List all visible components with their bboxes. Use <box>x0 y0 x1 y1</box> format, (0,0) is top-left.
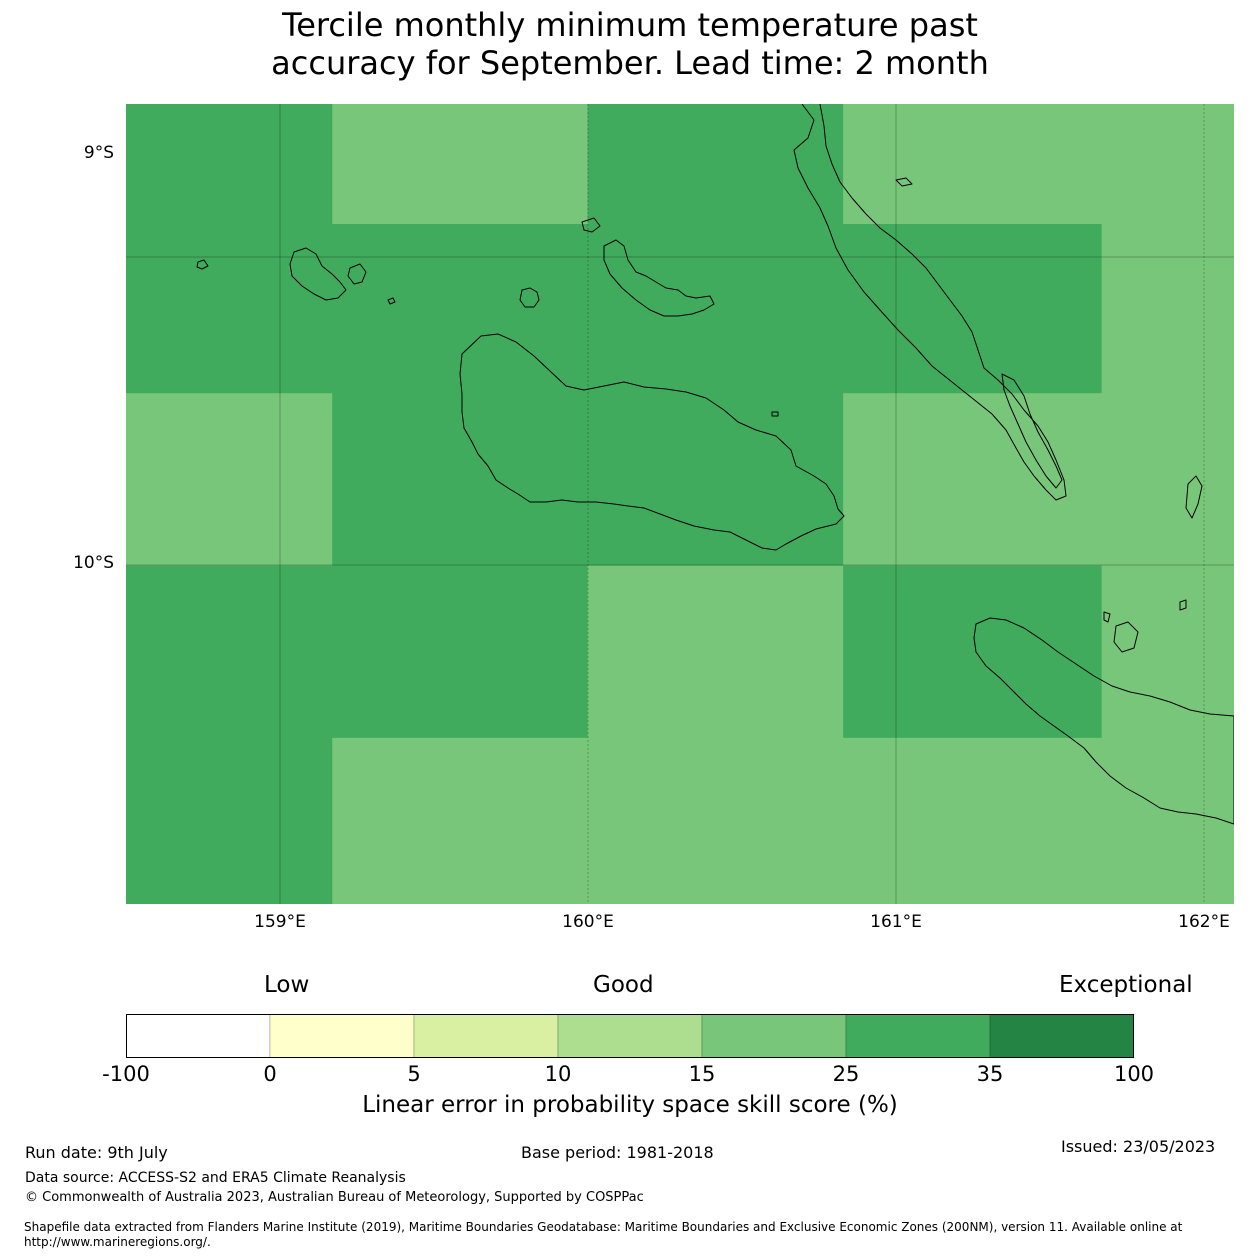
map-svg <box>126 104 1234 904</box>
skill-cell <box>843 224 1103 394</box>
skill-cell <box>587 104 844 225</box>
lat-label-9s: 9°S <box>83 143 114 163</box>
skill-cell <box>126 104 333 225</box>
island-nggela-2 <box>581 217 601 233</box>
skill-cell <box>587 393 844 567</box>
island-small-3 <box>771 411 779 417</box>
island-russell-2 <box>347 263 367 285</box>
island-savo <box>519 287 540 308</box>
map-title: Tercile monthly minimum temperature past… <box>0 6 1260 82</box>
colorbar-segment <box>845 1014 991 1058</box>
data-source: Data source: ACCESS-S2 and ERA5 Climate … <box>25 1170 406 1186</box>
skill-cells <box>126 104 1234 904</box>
colorbar-tick: -100 <box>102 1062 150 1086</box>
island-santa-ana <box>1179 599 1187 611</box>
title-line-1: Tercile monthly minimum temperature past <box>282 6 978 44</box>
colorbar-segment <box>701 1014 847 1058</box>
lon-label-162e: 162°E <box>1178 912 1230 932</box>
copyright: © Commonwealth of Australia 2023, Austra… <box>25 1190 644 1205</box>
island-small-1 <box>196 259 209 270</box>
map-area[interactable] <box>126 104 1234 904</box>
island-small-2 <box>387 297 396 305</box>
skill-cell <box>843 393 1103 567</box>
run-date: Run date: 9th July <box>25 1143 168 1162</box>
island-makira <box>973 617 1234 825</box>
skill-cell <box>587 737 844 904</box>
island-east-1 <box>1185 475 1203 519</box>
lon-label-161e: 161°E <box>870 912 922 932</box>
island-malaita <box>793 104 1067 501</box>
island-russell-1 <box>289 247 347 301</box>
colorbar-outline <box>126 1014 1134 1058</box>
legend-category-good: Good <box>593 972 654 998</box>
skill-cell <box>1101 104 1234 225</box>
coastlines <box>196 104 1234 825</box>
skill-cell <box>332 565 589 739</box>
colorbar-tick: 35 <box>976 1062 1004 1086</box>
colorbar <box>126 1014 1134 1058</box>
island-ugi <box>1113 621 1139 653</box>
lon-label-159e: 159°E <box>254 912 306 932</box>
island-east-2 <box>1103 611 1111 623</box>
lat-label-10s: 10°S <box>73 553 114 573</box>
skill-cell <box>587 565 844 739</box>
island-guadalcanal <box>459 333 845 551</box>
skill-cell <box>843 565 1103 739</box>
skill-cell <box>126 737 333 904</box>
legend-category-exceptional: Exceptional <box>1059 972 1193 998</box>
island-small-malaita-bay <box>895 177 913 187</box>
shapefile-credit: Shapefile data extracted from Flanders M… <box>24 1220 1183 1249</box>
skill-cell <box>587 224 844 394</box>
colorbar-tick: 5 <box>407 1062 421 1086</box>
graticule <box>126 104 1234 904</box>
skill-cell <box>843 737 1103 904</box>
colorbar-tick: 25 <box>832 1062 860 1086</box>
colorbar-segment <box>413 1014 559 1058</box>
skill-cell <box>126 565 333 739</box>
colorbar-tick: 10 <box>544 1062 572 1086</box>
skill-cell <box>1101 737 1234 904</box>
skill-cell <box>126 224 333 394</box>
colorbar-tick: 15 <box>688 1062 716 1086</box>
skill-cell <box>332 104 589 225</box>
colorbar-tick: 0 <box>263 1062 277 1086</box>
colorbar-segment <box>269 1014 415 1058</box>
colorbar-title: Linear error in probability space skill … <box>362 1092 898 1118</box>
lon-label-160e: 160°E <box>562 912 614 932</box>
colorbar-segment <box>557 1014 703 1058</box>
skill-cell <box>332 737 589 904</box>
colorbar-segment <box>126 1014 271 1058</box>
skill-cell <box>126 393 333 567</box>
skill-cell <box>1101 224 1234 394</box>
base-period: Base period: 1981-2018 <box>521 1143 714 1162</box>
skill-cell <box>332 393 589 567</box>
island-small-malaita <box>1001 373 1063 489</box>
colorbar-tick: 100 <box>1113 1062 1155 1086</box>
issued-date: Issued: 23/05/2023 <box>1061 1137 1216 1156</box>
colorbar-segment <box>989 1014 1134 1058</box>
island-nggela-1 <box>603 239 715 317</box>
legend-category-low: Low <box>264 972 310 998</box>
title-line-2: accuracy for September. Lead time: 2 mon… <box>271 44 989 82</box>
skill-cell <box>843 104 1103 225</box>
skill-cell <box>1101 393 1234 567</box>
skill-cell <box>332 224 589 394</box>
